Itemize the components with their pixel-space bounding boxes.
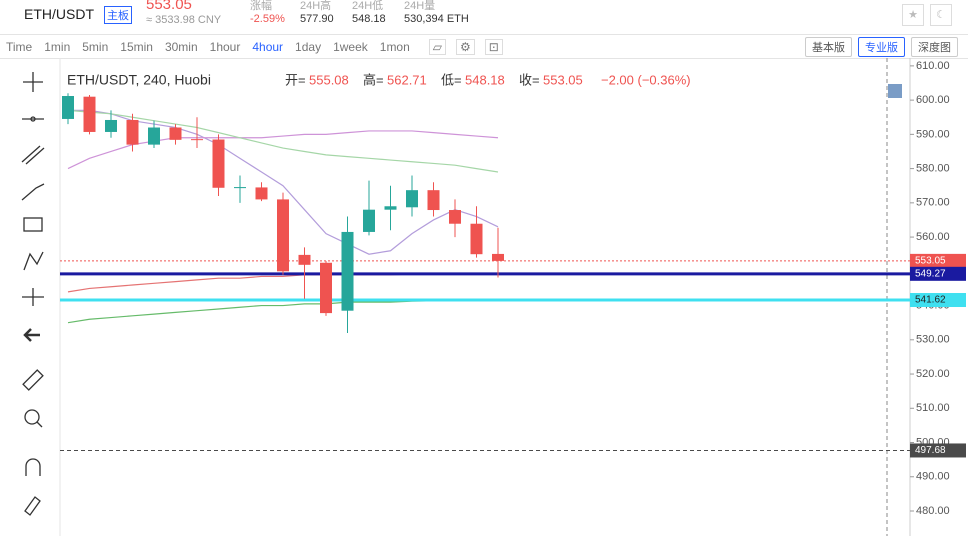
price-tag — [910, 293, 966, 308]
candle-body — [169, 127, 182, 140]
candle-body — [449, 210, 461, 224]
legend-value: 555.08 — [309, 72, 349, 87]
pair: ETH/USDT — [24, 6, 94, 22]
candle-body — [298, 254, 311, 265]
y-tick-label: 480.00 — [916, 505, 950, 517]
stat-label: 24H高 — [300, 0, 332, 12]
legend-label: 收= — [519, 72, 540, 87]
stat-label: 24H量 — [404, 0, 436, 12]
cny: ≈ 3533.98 CNY — [146, 14, 222, 26]
y-tick-label: 600.00 — [916, 94, 950, 106]
view-button[interactable]: 专业版 — [858, 37, 905, 57]
interval-button[interactable]: 5min — [82, 39, 109, 54]
theme-button[interactable]: ☾ — [930, 4, 952, 26]
stat-label: 涨幅 — [250, 0, 272, 12]
legend-value: 562.71 — [387, 72, 427, 87]
price-tag — [910, 266, 966, 281]
price-tag-label: 553.05 — [915, 256, 946, 267]
candle-body — [255, 187, 268, 200]
legend-change: −2.00 (−0.36%) — [601, 72, 691, 87]
view-button[interactable]: 基本版 — [805, 37, 852, 57]
interval-button[interactable]: 30min — [164, 39, 198, 54]
candle-body — [277, 199, 289, 272]
candle-body — [148, 127, 160, 145]
interval-button[interactable]: 1min — [44, 39, 71, 54]
stat-label: 24H低 — [352, 0, 384, 12]
candle-body — [83, 96, 96, 132]
candle-body — [341, 231, 354, 311]
interval-button[interactable]: 1week — [333, 39, 368, 54]
candle-body — [363, 209, 375, 232]
candle-body — [492, 253, 504, 261]
stat-value: -2.59% — [250, 13, 285, 25]
candle-body — [212, 139, 225, 188]
interval-button[interactable]: 4hour — [252, 39, 284, 54]
stat-value: 577.90 — [300, 13, 334, 25]
price-tag — [910, 443, 966, 458]
interval-button[interactable]: 15min — [120, 39, 153, 54]
interval-button[interactable]: 1mon — [379, 39, 410, 54]
price-tag-label: 541.62 — [915, 295, 946, 306]
candle-body — [320, 262, 332, 314]
price-tag-label: 549.27 — [915, 268, 946, 279]
legend-label: 高= — [363, 72, 384, 87]
y-tick-label: 510.00 — [916, 402, 950, 414]
legend-value: 548.18 — [465, 72, 505, 87]
indicator-line — [67, 130, 499, 170]
indicator-line — [67, 299, 499, 324]
tool-button[interactable]: ⚙ — [456, 38, 475, 55]
view-button[interactable]: 深度图 — [911, 37, 958, 57]
indicator-line — [68, 109, 499, 255]
star-button[interactable]: ★ — [902, 4, 924, 26]
price-tag — [910, 253, 966, 268]
candle-body — [105, 119, 117, 132]
candle-body — [62, 96, 74, 119]
y-tick-label: 490.00 — [916, 471, 950, 483]
legend-label: 低= — [441, 72, 462, 87]
candle-body — [191, 139, 203, 141]
indicator-line — [67, 109, 499, 173]
legend-value: 553.05 — [543, 72, 583, 87]
candle-body — [234, 187, 246, 189]
y-tick-label: 570.00 — [916, 197, 950, 209]
views: 基本版 专业版 深度图 — [805, 37, 958, 57]
y-tick-label: 580.00 — [916, 163, 950, 175]
interval-button[interactable]: 1day — [295, 39, 322, 54]
interval-button[interactable]: 1hour — [209, 39, 241, 54]
indicator-line — [67, 273, 499, 293]
y-tick-label: 590.00 — [916, 128, 950, 140]
candle-body — [126, 119, 139, 145]
header: ETH/USDT 主板 553.05 ≈ 3533.98 CNY 涨幅 -2.59… — [0, 0, 968, 35]
candle-body — [406, 190, 418, 208]
stat-value: 530,394 ETH — [404, 13, 469, 25]
candle-body — [470, 223, 483, 255]
y-tick-label: 560.00 — [916, 231, 950, 243]
scroll-button[interactable] — [888, 84, 902, 98]
price-tag-label: 497.68 — [915, 445, 946, 456]
price: 553.05 — [146, 0, 192, 13]
y-tick-label: 610.00 — [916, 60, 950, 72]
candle-body — [427, 190, 440, 211]
y-tick-label: 520.00 — [916, 368, 950, 380]
y-tick-label: 530.00 — [916, 334, 950, 346]
legend-label: 开= — [285, 72, 306, 87]
stat-value: 548.18 — [352, 13, 386, 25]
tool-button[interactable]: ⊡ — [484, 38, 503, 55]
left-tools — [21, 72, 45, 516]
interval-button[interactable]: Time — [6, 39, 33, 54]
legend-title: ETH/USDT, 240, Huobi — [67, 72, 211, 88]
candle-body — [384, 206, 397, 210]
tool-button[interactable]: ▱ — [428, 38, 447, 55]
badge: 主板 — [104, 6, 132, 24]
toolbar: Time 1min 5min 15min 30min 1hour 4hour 1day 1wee… — [0, 35, 968, 59]
